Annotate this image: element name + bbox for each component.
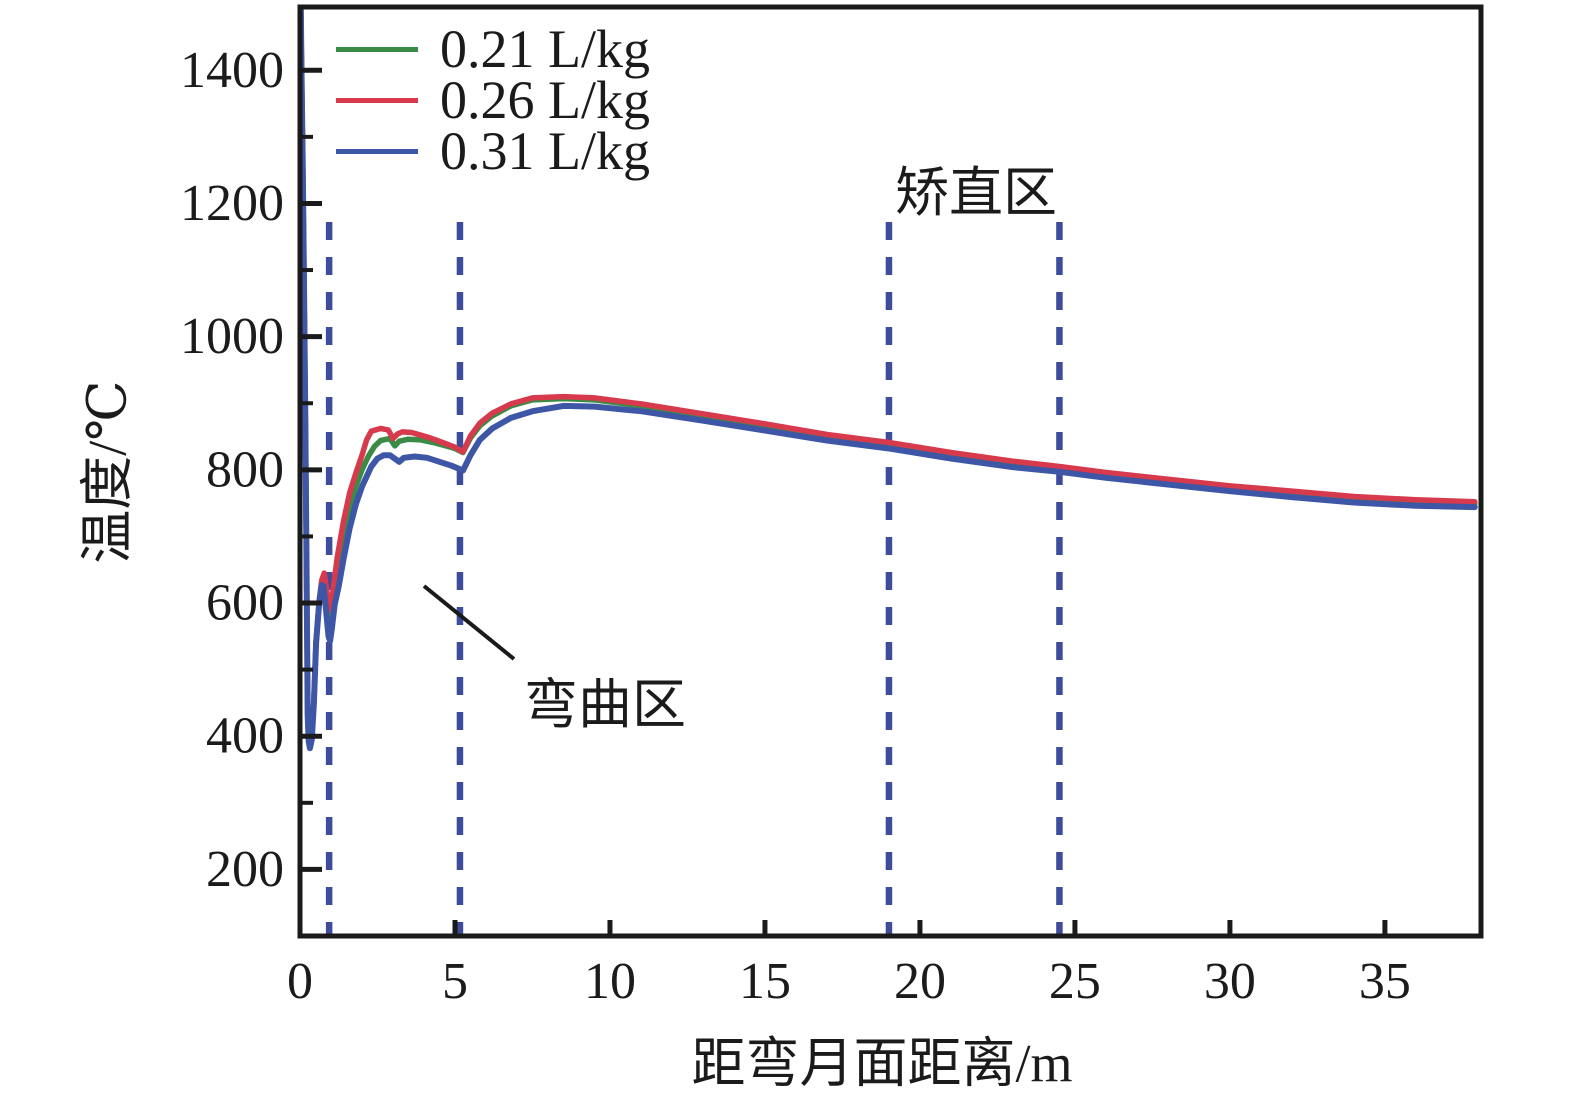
y-tick-label: 1400 — [180, 42, 284, 99]
legend-label: 0.21 L/kg — [440, 19, 650, 79]
legend-label: 0.31 L/kg — [440, 121, 650, 181]
x-axis: 0 5 10 15 20 25 30 35 — [287, 920, 1411, 1010]
legend-item: 0.26 L/kg — [336, 70, 650, 130]
y-tick-label: 1200 — [180, 175, 284, 232]
y-tick-label: 200 — [206, 841, 284, 898]
legend-label: 0.26 L/kg — [440, 70, 650, 130]
x-tick-label: 10 — [584, 953, 636, 1010]
x-tick-label: 0 — [287, 953, 313, 1010]
annotation-straightening-zone: 矫直区 — [895, 163, 1057, 223]
legend-swatch-green — [336, 47, 418, 52]
region-divider-lines — [325, 222, 1063, 934]
annotation-leader-line — [422, 584, 516, 661]
y-tick-label: 400 — [206, 708, 284, 765]
x-tick-label: 5 — [442, 953, 468, 1010]
y-tick-label: 600 — [206, 575, 284, 632]
x-axis-title: 距弯月面距离/m — [691, 1033, 1073, 1094]
x-tick-label: 20 — [894, 953, 946, 1010]
y-tick-label: 1000 — [180, 308, 284, 365]
legend: 0.21 L/kg 0.26 L/kg 0.31 L/kg — [336, 19, 650, 181]
annotation-bending-zone: 弯曲区 — [524, 675, 686, 735]
x-tick-label: 30 — [1204, 953, 1256, 1010]
x-tick-label: 15 — [739, 953, 791, 1010]
series-line-2 — [300, 7, 1478, 752]
legend-item: 0.31 L/kg — [336, 121, 650, 181]
series-lines — [300, 7, 1478, 752]
x-tick-label: 35 — [1359, 953, 1411, 1010]
legend-swatch-blue — [336, 149, 418, 154]
legend-item: 0.21 L/kg — [336, 19, 650, 79]
y-axis-title: 温度/℃ — [77, 380, 138, 564]
y-axis: 200 400 600 800 1000 1200 1400 — [180, 42, 322, 898]
y-tick-label: 800 — [206, 441, 284, 498]
x-tick-label: 25 — [1049, 953, 1101, 1010]
legend-swatch-red — [336, 98, 418, 103]
